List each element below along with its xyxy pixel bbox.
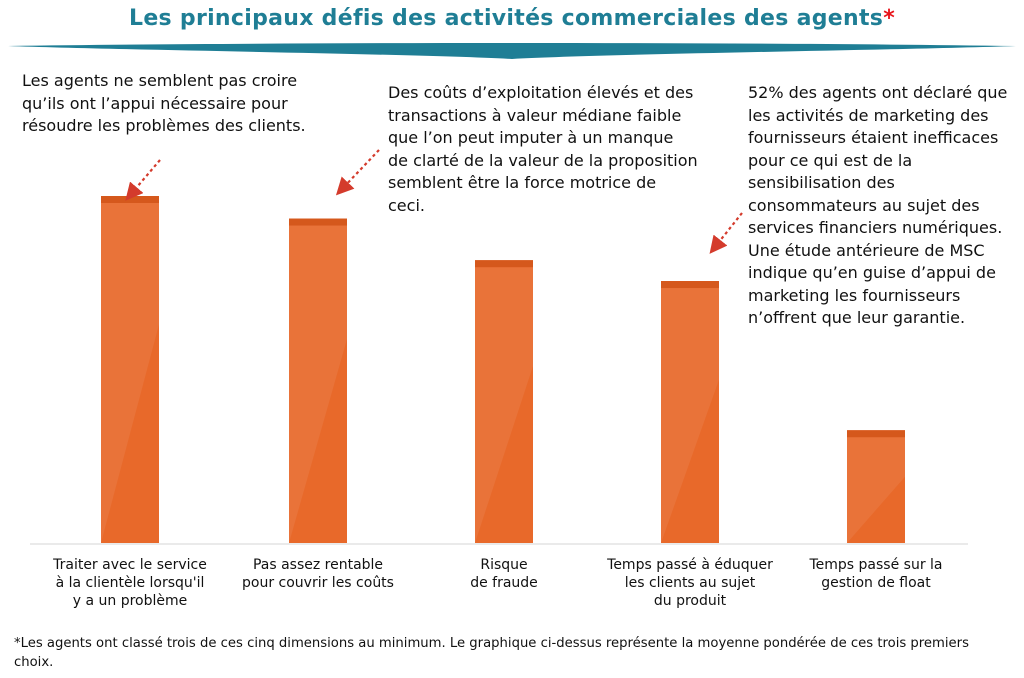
annotation-marketing: 52% des agents ont déclaré que les activ… (748, 83, 1008, 327)
bar-top-4 (661, 281, 719, 289)
bar-top-5 (847, 430, 905, 438)
bar-4 (661, 281, 719, 543)
annotation-support: Les agents ne semblent pas croire qu’ils… (22, 71, 306, 135)
title-text: Les principaux défis des activités comme… (129, 6, 884, 31)
annotation-costs: Des coûts d’exploitation élevés et des t… (388, 83, 698, 215)
bar-sheen-3 (475, 267, 533, 543)
footnote: *Les agents ont classé trois de ces cinq… (14, 636, 969, 670)
bar-sheen-1 (101, 203, 159, 543)
arrow-annotation-1 (125, 159, 161, 201)
x-tick-label-3: Risque de fraude (470, 557, 538, 591)
x-tick-label-4: Temps passé à éduquer les clients au suj… (607, 557, 773, 609)
x-tick-label-1: Traiter avec le service à la clientèle l… (53, 557, 207, 609)
bar-sheen-2 (289, 225, 347, 543)
arrow-annotation-2 (335, 149, 380, 196)
bar-sheen-5 (847, 437, 905, 543)
chart-title: Les principaux défis des activités comme… (0, 6, 1024, 31)
title-asterisk: * (883, 6, 895, 31)
bar-sheen-4 (661, 288, 719, 543)
bar-top-2 (289, 218, 347, 226)
bar-top-1 (101, 196, 159, 203)
title-underline-swoosh (8, 43, 1016, 59)
arrow-annotation-3 (709, 212, 743, 254)
bar-3 (475, 260, 533, 543)
bar-top-3 (475, 260, 533, 268)
x-tick-label-2: Pas assez rentable pour couvrir les coût… (242, 557, 394, 591)
bar-5 (847, 430, 905, 543)
x-tick-label-5: Temps passé sur la gestion de float (809, 557, 943, 591)
bar-1 (101, 196, 159, 543)
bar-2 (289, 218, 347, 543)
